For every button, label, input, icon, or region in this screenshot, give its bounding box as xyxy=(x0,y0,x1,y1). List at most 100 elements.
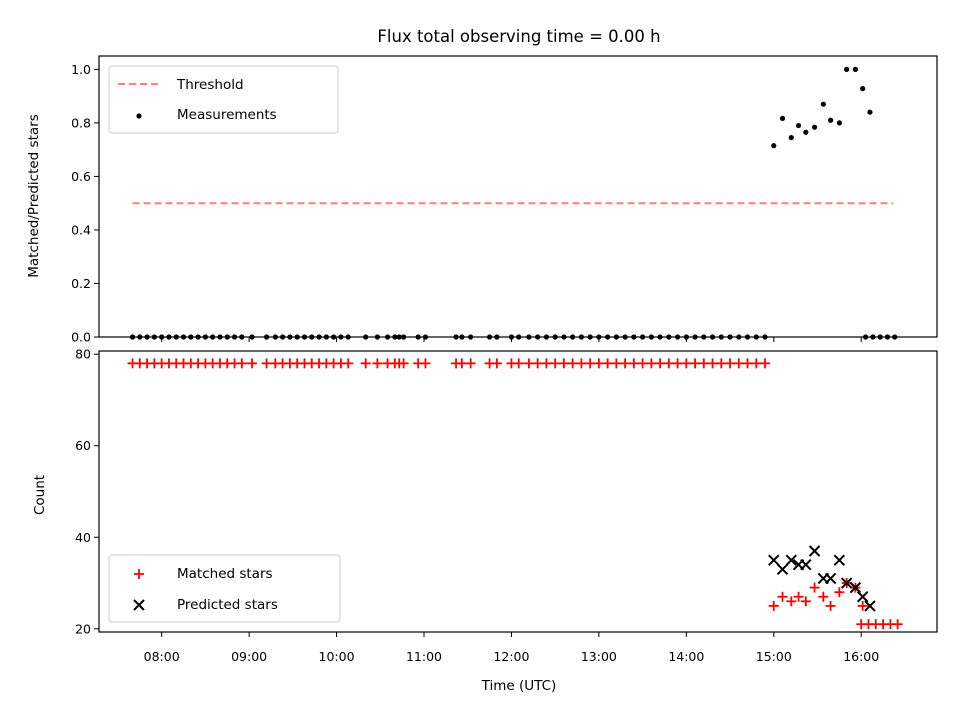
matched-star-point xyxy=(532,358,543,369)
count-axes-frame xyxy=(98,350,938,633)
predicted-star-point xyxy=(864,600,876,612)
matched-star-point xyxy=(777,591,788,602)
count-legend: Matched stars Predicted stars xyxy=(108,554,341,623)
measurement-point xyxy=(820,101,826,107)
ratio-y-tick-label: 0.8 xyxy=(71,115,91,130)
matched-star-point xyxy=(247,358,258,369)
matched-star-point xyxy=(646,358,657,369)
predicted-stars-legend-swatch xyxy=(133,599,145,611)
measurement-point xyxy=(828,117,834,123)
matched-star-point xyxy=(261,358,272,369)
matched-star-point xyxy=(733,358,744,369)
ratio-axes-frame xyxy=(98,55,938,338)
predicted-star-point xyxy=(856,591,869,603)
measurement-point xyxy=(788,135,794,141)
predicted-star-point xyxy=(824,572,837,585)
measurement-point xyxy=(860,86,866,92)
predicted-star-point xyxy=(849,581,862,594)
matched-star-point xyxy=(628,358,639,369)
matched-star-point xyxy=(892,619,903,630)
matched-star-point xyxy=(360,358,371,369)
count-x-tick-label: 15:00 xyxy=(756,649,792,664)
matched-star-point xyxy=(818,591,829,602)
measurement-point xyxy=(795,122,802,129)
count-x-tick-label: 11:00 xyxy=(406,649,442,664)
predicted-star-point xyxy=(833,554,846,566)
measurement-point xyxy=(811,124,818,130)
measurement-point xyxy=(836,120,842,126)
measurement-point xyxy=(852,66,858,72)
matched-legend-marker xyxy=(134,569,144,579)
ratio-y-tick-label: 0.6 xyxy=(71,169,91,184)
matched-star-point xyxy=(611,358,622,369)
measurement-point xyxy=(803,129,809,135)
matched-star-point xyxy=(456,358,467,369)
matched-star-point xyxy=(834,587,845,598)
chart-title: Flux total observing time = 0.00 h xyxy=(377,27,660,46)
measurement-point xyxy=(779,115,786,121)
matched-star-point xyxy=(768,600,779,611)
matched-star-point xyxy=(585,358,596,369)
matched-star-point xyxy=(751,358,762,369)
measurements-legend-swatch xyxy=(136,113,142,119)
predicted-legend-marker xyxy=(133,599,145,611)
predicted-stars-legend-label: Predicted stars xyxy=(177,597,278,613)
ratio-legend-box xyxy=(108,65,339,134)
x-axis-label-time: Time (UTC) xyxy=(481,678,557,694)
count-y-tick-label: 40 xyxy=(75,530,91,545)
y-axis-label-count: Count xyxy=(32,475,48,515)
matched-star-point xyxy=(716,358,727,369)
matched-star-point xyxy=(541,358,552,369)
matched-star-point xyxy=(672,358,683,369)
matched-star-point xyxy=(825,600,836,611)
matched-star-point xyxy=(742,358,753,369)
count-x-tick-label: 08:00 xyxy=(144,649,180,664)
measurement-point xyxy=(771,143,777,149)
matched-star-point xyxy=(663,358,674,369)
matched-star-point xyxy=(620,358,631,369)
matched-stars-legend-swatch xyxy=(134,569,144,579)
matched-star-point xyxy=(698,358,709,369)
matched-star-point xyxy=(809,582,820,593)
ratio-legend: Threshold Measurements xyxy=(108,65,339,134)
count-x-tick-label: 16:00 xyxy=(843,649,879,664)
ratio-y-tick-label: 1.0 xyxy=(71,62,91,77)
matched-stars-legend-label: Matched stars xyxy=(177,566,273,582)
matched-star-point xyxy=(725,358,736,369)
matched-star-point xyxy=(602,358,613,369)
matched-star-point xyxy=(491,358,502,369)
count-y-tick-label: 80 xyxy=(75,347,91,362)
predicted-star-point xyxy=(785,554,797,566)
matched-star-point xyxy=(593,358,604,369)
ratio-y-tick-label: 0.0 xyxy=(71,330,91,345)
ratio-panel: Flux total observing time = 0.00 h Match… xyxy=(26,27,938,340)
matched-star-point xyxy=(576,358,587,369)
matched-star-point xyxy=(465,358,476,369)
matched-star-point xyxy=(420,358,431,369)
matched-star-point xyxy=(343,358,354,369)
y-axis-label-ratio: Matched/Predicted stars xyxy=(26,114,42,277)
measurements-legend-label: Measurements xyxy=(177,107,277,123)
predicted-star-point xyxy=(840,577,853,589)
count-x-tick-label: 09:00 xyxy=(231,649,267,664)
count-y-tick-label: 60 xyxy=(75,438,91,453)
matched-star-point xyxy=(236,358,247,369)
predicted-star-point xyxy=(776,563,789,576)
count-y-tick-label: 20 xyxy=(75,621,91,636)
matched-star-point xyxy=(558,358,569,369)
measurement-point xyxy=(844,66,850,72)
count-x-tick-label: 12:00 xyxy=(493,649,529,664)
measurement-point xyxy=(867,109,873,115)
matched-star-point xyxy=(372,358,383,369)
count-legend-box xyxy=(108,554,341,623)
matched-star-point xyxy=(857,600,868,611)
ratio-y-tick-label: 0.2 xyxy=(71,276,91,291)
matched-star-point xyxy=(760,358,771,369)
ratio-y-tick-label: 0.4 xyxy=(71,222,91,237)
predicted-star-point xyxy=(808,545,821,557)
matched-star-point xyxy=(550,358,561,369)
count-x-tick-label: 14:00 xyxy=(668,649,704,664)
predicted-star-point xyxy=(800,559,812,571)
count-plot-area xyxy=(127,358,903,630)
predicted-star-point xyxy=(768,554,780,566)
